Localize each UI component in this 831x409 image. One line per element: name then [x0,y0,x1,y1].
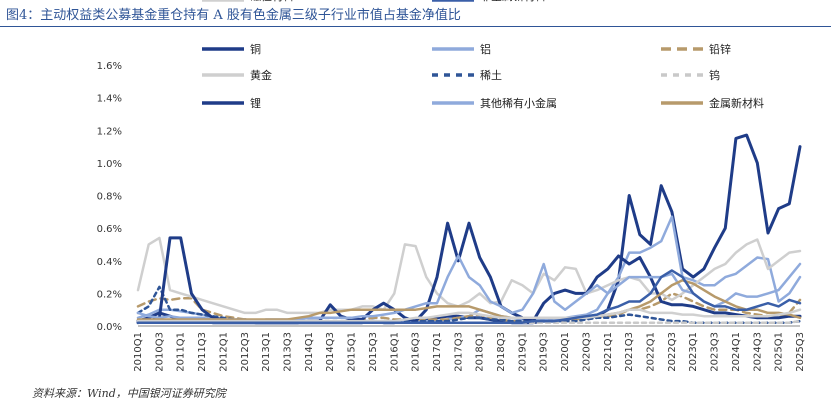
legend-label: 稀土 [480,69,502,82]
x-tick-label: 2010Q1 [133,332,144,372]
x-tick-label: 2010Q3 [154,332,165,372]
legend-label: 锂 [250,96,261,110]
x-tick-label: 2019Q3 [539,332,550,372]
series-line-磁性材料 [136,308,802,323]
x-tick-label: 2014Q3 [325,332,336,372]
legend-label: 其他稀有小金属 [480,96,557,110]
y-tick-label: 1.4% [97,94,122,105]
x-tick-label: 2016Q1 [389,332,400,372]
chart-title: 图4：主动权益类公募基金重仓持有 A 股有色金属三级子行业市值占基金净值比 [6,8,461,23]
x-tick-label: 2014Q1 [304,332,315,372]
y-tick-label: 0.2% [97,289,122,300]
title-rule [0,26,831,27]
legend-label: 铝 [480,42,491,56]
x-axis: 2010Q1 2010Q3 2011Q1 2011Q3 2012Q1 2012Q3 2013… [133,325,806,372]
x-tick-label: 2017Q3 [453,332,464,372]
series-line-铅锌 [136,292,802,324]
source-note: 资料来源：Wind，中国银河证券研究院 [32,387,226,400]
x-tick-label: 2021Q3 [624,332,635,372]
x-tick-label: 2025Q1 [774,332,785,372]
legend-label: 黄金 [250,68,272,82]
legend-label: 非金属新材料 [480,0,546,3]
x-tick-label: 2018Q1 [475,332,486,372]
series-line-金属新材料 [136,279,802,321]
series-line-非金属新材料 [136,269,802,324]
x-tick-label: 2016Q3 [411,332,422,372]
x-tick-label: 2020Q3 [581,332,592,372]
x-tick-label: 2013Q1 [261,332,272,372]
x-tick-label: 2023Q3 [710,332,721,372]
x-tick-label: 2025Q3 [795,332,806,372]
x-tick-label: 2015Q1 [347,332,358,372]
x-tick-label: 2023Q1 [688,332,699,372]
x-tick-label: 2019Q1 [517,332,528,372]
x-tick-label: 2011Q1 [176,332,187,372]
x-tick-label: 2012Q1 [218,332,229,372]
y-tick-label: 0.6% [97,224,122,235]
series-line-铜 [136,133,802,325]
x-tick-label: 2022Q1 [646,332,657,372]
x-tick-label: 2021Q1 [603,332,614,372]
legend-label: 铅锌 [709,42,731,56]
legend-label: 磁性材料 [250,0,294,3]
x-tick-label: 2017Q1 [432,332,443,372]
x-tick-label: 2013Q3 [282,332,293,372]
y-tick-label: 0.0% [97,322,122,333]
y-tick-label: 1.0% [97,159,122,170]
x-tick-label: 2012Q3 [240,332,251,372]
legend-label: 钨 [709,69,720,82]
y-tick-label: 1.2% [97,126,122,137]
legend-label: 金属新材料 [709,96,764,110]
x-tick-label: 2022Q3 [667,332,678,372]
y-tick-label: 0.4% [97,257,122,268]
y-tick-label: 0.8% [97,192,122,203]
x-tick-label: 2024Q3 [752,332,763,372]
x-tick-label: 2015Q3 [368,332,379,372]
series-lines [136,133,802,325]
legend-label: 铜 [250,42,261,56]
x-tick-label: 2011Q3 [197,332,208,372]
x-tick-label: 2024Q1 [731,332,742,372]
y-axis: 0.0% 0.2% 0.4% 0.6% 0.8% 1.0% 1.2% 1.4% 1.6% [97,61,122,333]
y-tick-label: 1.6% [97,61,122,72]
x-tick-label: 2020Q1 [560,332,571,372]
x-tick-label: 2018Q3 [496,332,507,372]
